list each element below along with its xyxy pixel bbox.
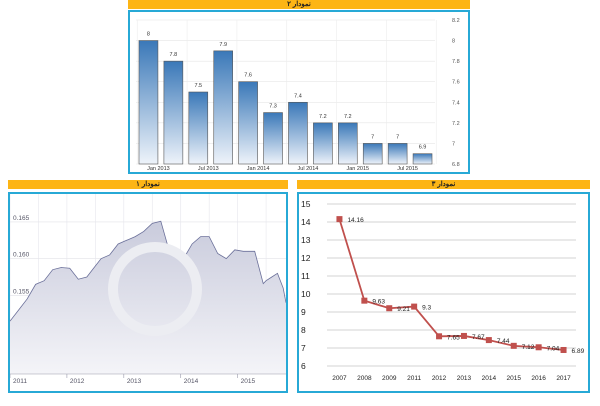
y-tick-label: 13: [301, 235, 311, 245]
data-label: 8: [147, 32, 150, 38]
data-label: 7: [371, 134, 374, 140]
x-tick-label: Jul 2013: [198, 166, 219, 172]
x-tick-label: 2008: [357, 375, 372, 382]
watermark-logo: [108, 242, 202, 336]
data-point: [336, 216, 343, 223]
x-tick-label: 2012: [432, 375, 447, 382]
data-label: 7.2: [344, 114, 352, 120]
data-label: 7.65: [447, 334, 460, 341]
chart3-svg: 15 14 13 12 11 10 9 8 7 6 14.16 2007 9.63 2008 9.21 200…: [301, 199, 585, 382]
y-tick-label: 7.2: [452, 121, 460, 127]
series-line: [338, 218, 564, 351]
bar: [387, 143, 408, 165]
data-point: [460, 332, 467, 339]
y-tick-label: 6.8: [452, 162, 460, 168]
data-label: 7.6: [244, 73, 252, 79]
y-tick-label: 0.160: [13, 252, 30, 259]
bar: [238, 81, 258, 165]
x-tick-label: 2014: [482, 375, 497, 382]
chart2-title: نمودار ۲: [128, 0, 470, 9]
x-tick-label: Jul 2015: [397, 166, 418, 172]
data-point: [560, 346, 567, 353]
data-label: 7.44: [497, 338, 510, 345]
data-label: 7.4: [294, 93, 302, 99]
y-tick-label: 7.4: [452, 100, 460, 106]
data-label: 7.04: [547, 345, 560, 352]
bar: [188, 91, 209, 165]
y-tick-label: 10: [301, 289, 311, 299]
y-tick-label: 12: [301, 253, 311, 263]
data-label: 7.5: [194, 83, 202, 89]
data-label: 7.9: [219, 42, 227, 48]
y-tick-label: 8.2: [452, 18, 460, 24]
data-point: [535, 344, 542, 351]
data-point: [361, 297, 368, 304]
bar: [362, 143, 383, 165]
x-tick-label: 2017: [556, 375, 571, 382]
chart1-svg: 0.1650.1600.1550.1500.145201120122013201…: [10, 194, 286, 385]
y-tick-label: 6: [301, 361, 306, 371]
data-label: 9.3: [422, 305, 431, 312]
data-label: 7.2: [319, 114, 327, 120]
bar: [313, 122, 333, 165]
x-tick-label: 2012: [70, 378, 85, 385]
bar: [213, 50, 233, 165]
x-tick-label: 2011: [13, 378, 27, 385]
data-label: 6.9: [419, 145, 427, 151]
x-tick-label: 2009: [382, 375, 397, 382]
y-tick-label: 15: [301, 199, 311, 209]
chart3-title: نمودار ۳: [297, 180, 590, 189]
x-tick-label: 2013: [127, 378, 142, 385]
area-fill: [10, 221, 286, 374]
data-point: [436, 333, 443, 340]
x-tick-label: 2015: [507, 375, 522, 382]
data-point: [386, 305, 393, 312]
bar: [263, 112, 283, 165]
bar: [138, 40, 159, 165]
y-tick-label: 7: [452, 141, 455, 147]
y-tick-label: 8: [301, 325, 306, 335]
x-tick-label: 2014: [184, 378, 199, 385]
bar: [163, 60, 184, 165]
y-tick-label: 7.8: [452, 59, 460, 65]
data-label: 14.16: [347, 217, 364, 224]
data-label: 7: [396, 134, 399, 140]
y-tick-label: 9: [301, 307, 306, 317]
x-tick-label: Jan 2015: [346, 166, 369, 172]
x-tick-label: 2013: [457, 375, 472, 382]
chart1-panel: 0.1650.1600.1550.1500.145201120122013201…: [8, 192, 288, 393]
x-tick-label: Jul 2014: [298, 166, 319, 172]
chart2-panel: 8.2 8 7.8 7.6 7.4 7.2 7 6.8 8 7.8 7.5 7.9 7.6 7.3 7.4 7…: [128, 10, 470, 174]
y-tick-label: 0.155: [13, 288, 30, 295]
chart1-title: نمودار ۱: [8, 180, 288, 189]
chart2-svg: 8.2 8 7.8 7.6 7.4 7.2 7 6.8 8 7.8 7.5 7.9 7.6 7.3 7.4 7…: [136, 18, 460, 172]
y-tick-label: 14: [301, 217, 311, 227]
data-label: 9.63: [372, 299, 385, 306]
x-tick-label: 2011: [407, 375, 421, 382]
series-line: [10, 220, 286, 322]
chart3-panel: 15 14 13 12 11 10 9 8 7 6 14.16 2007 9.63 2008 9.21 200…: [297, 192, 590, 393]
y-tick-label: 7: [301, 343, 306, 353]
data-point: [510, 342, 517, 349]
bar: [288, 101, 308, 165]
x-tick-label: 2015: [241, 378, 256, 385]
bar: [338, 122, 358, 165]
data-point: [485, 337, 492, 344]
x-tick-label: Jan 2014: [247, 166, 270, 172]
y-tick-label: 7.6: [452, 80, 460, 86]
bar: [412, 153, 433, 165]
data-label: 7.8: [170, 52, 178, 58]
data-label: 9.21: [397, 306, 410, 313]
y-tick-label: 0.165: [13, 215, 30, 222]
x-tick-label: 2016: [531, 375, 546, 382]
data-label: 7.3: [269, 104, 277, 110]
data-point: [411, 303, 418, 310]
data-label: 7.67: [472, 334, 485, 341]
x-tick-label: 2007: [332, 375, 347, 382]
y-tick-label: 8: [452, 39, 455, 45]
x-tick-label: Jan 2013: [147, 166, 170, 172]
data-label: 6.89: [572, 348, 585, 355]
data-label: 7.12: [522, 344, 535, 351]
y-tick-label: 11: [301, 271, 310, 281]
